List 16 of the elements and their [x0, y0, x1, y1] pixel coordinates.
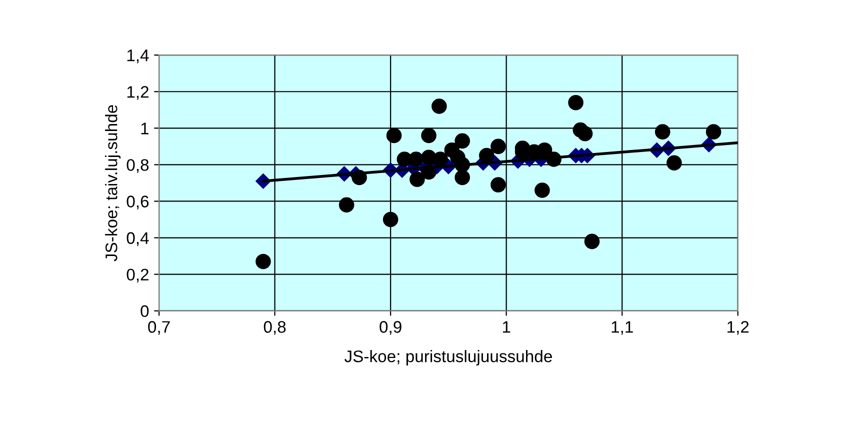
y-tick-label: 0,8 [126, 159, 149, 173]
x-tick-label: 0,7 [148, 321, 170, 335]
x-tick-label: 0,9 [380, 321, 402, 335]
x-tick-label: 1,2 [728, 321, 749, 335]
x-tick-label: 1,1 [612, 321, 633, 335]
y-axis-title: JS-koe; taiv.luj.suhde [105, 105, 121, 262]
y-tick-label: 1,2 [127, 86, 148, 100]
y-tick-label: 0,4 [126, 232, 149, 246]
y-tick-label: 0,2 [126, 268, 148, 282]
y-tick-label: 0 [140, 305, 149, 318]
x-tick-label: 0,8 [264, 321, 286, 335]
x-axis-title: JS-koe; puristuslujuussuhde [344, 350, 552, 366]
y-tick-label: 1,4 [127, 50, 149, 64]
y-tick-label: 0,6 [126, 196, 149, 210]
y-tick-label: 1 [141, 122, 148, 134]
x-tick-label: 1 [502, 321, 510, 333]
